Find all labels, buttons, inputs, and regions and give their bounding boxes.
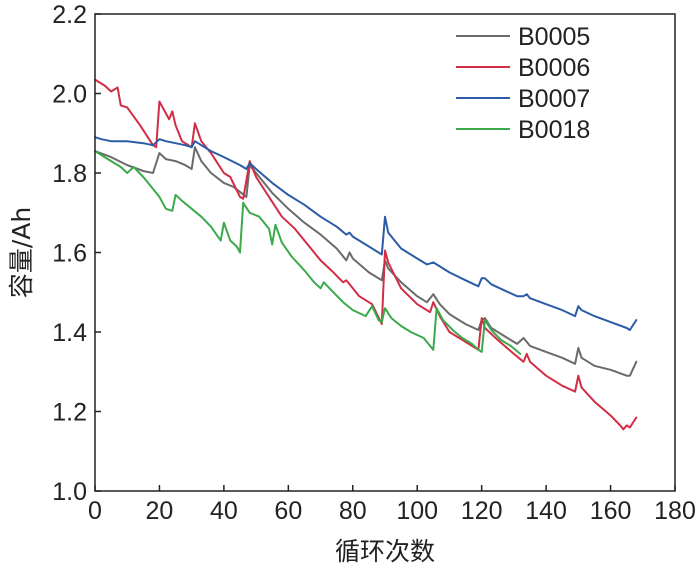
legend-label-b0005: B0005: [518, 23, 590, 51]
y-tick-label: 1.8: [52, 160, 87, 188]
y-axis-title: 容量/Ah: [7, 207, 36, 298]
y-tick-label: 2.0: [52, 81, 87, 109]
x-axis-title: 循环次数: [335, 537, 435, 566]
x-tick-label: 160: [590, 497, 632, 525]
x-tick-label: 60: [274, 497, 302, 525]
x-tick-label: 100: [396, 497, 438, 525]
legend: B0005 B0006 B0007 B0018: [456, 23, 590, 144]
y-tick-label: 1.4: [52, 319, 87, 347]
series-line-b0006: [94, 78, 638, 431]
x-tick-label: 140: [525, 497, 567, 525]
series-line-b0018: [94, 150, 522, 355]
series-line-b0007: [94, 136, 638, 331]
x-tick-label: 40: [210, 497, 238, 525]
x-tick-label: 80: [339, 497, 367, 525]
legend-label-b0018: B0018: [518, 116, 590, 144]
x-tick-label: 120: [461, 497, 503, 525]
series-line-b0005: [94, 146, 638, 377]
x-tick-label: 180: [654, 497, 696, 525]
x-tick-label: 0: [88, 497, 102, 525]
legend-label-b0007: B0007: [518, 85, 590, 113]
y-tick-label: 1.2: [52, 399, 87, 427]
y-tick-label: 1.0: [52, 478, 87, 506]
x-tick-label: 20: [146, 497, 174, 525]
y-tick-label: 2.2: [52, 1, 87, 29]
y-tick-label: 1.6: [52, 240, 87, 268]
y-axis: 1.0 1.2 1.4 1.6 1.8 2.0 2.2: [52, 1, 101, 506]
plot-area: [94, 78, 638, 431]
legend-label-b0006: B0006: [518, 54, 590, 82]
x-axis: 0 20 40 60 80 100 120 140 160 180: [88, 485, 696, 525]
